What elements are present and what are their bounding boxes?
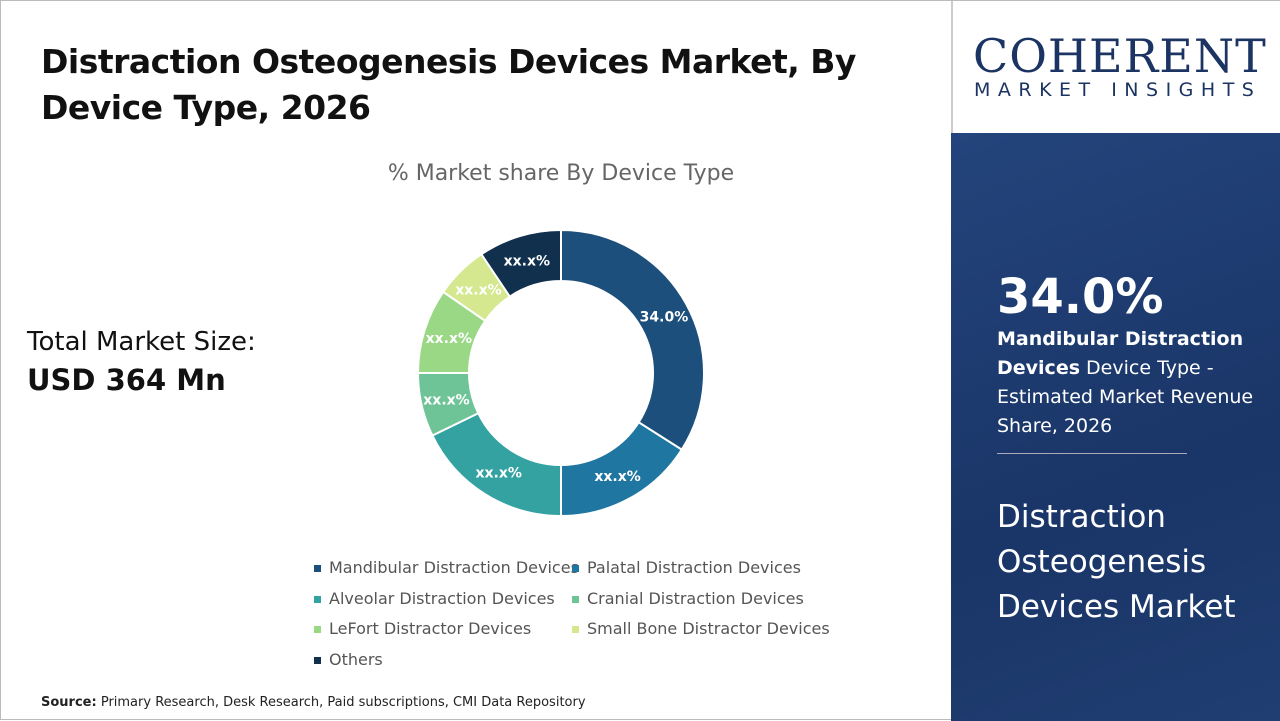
highlight-segment: Mandibular Distraction Devices — [997, 328, 1244, 379]
data-label-1: xx.x% — [594, 469, 640, 485]
legend-item: Palatal Distraction Devices — [572, 558, 801, 577]
legend-label: Others — [329, 649, 383, 669]
source-text: Primary Research, Desk Research, Paid su… — [100, 695, 586, 710]
highlight-desc-text: Device Type - Estimated Market Revenue S… — [997, 357, 1254, 437]
total-market-label: Total Market Size: — [27, 327, 256, 357]
logo-line2: MARKET INSIGHTS — [974, 79, 1262, 101]
legend-marker — [314, 626, 321, 633]
legend-label: Mandibular Distraction Devices — [329, 558, 579, 577]
source-note: Source: Primary Research, Desk Research,… — [41, 695, 586, 710]
slice-0 — [560, 228, 705, 452]
logo: COHERENT MARKET INSIGHTS — [951, 1, 1280, 133]
legend-item: Alveolar Distraction Devices — [314, 589, 555, 608]
page-title: Distraction Osteogenesis Devices Market,… — [41, 42, 856, 127]
data-label-4: xx.x% — [426, 331, 472, 347]
legend-label: Cranial Distraction Devices — [587, 588, 804, 608]
legend-label: LeFort Distractor Devices — [329, 619, 532, 638]
data-label-6: xx.x% — [504, 254, 550, 270]
highlight-description: Mandibular Distraction Devices Device Ty… — [997, 325, 1257, 441]
highlight-percent: 34.0% — [997, 269, 1164, 325]
market-name: Distraction Osteogenesis Devices Market — [997, 499, 1236, 625]
total-market-value: USD 364 Mn — [27, 363, 226, 397]
legend-item: Mandibular Distraction Devices — [314, 558, 579, 577]
logo-line1: COHERENT — [973, 29, 1267, 83]
slice-2 — [431, 411, 562, 518]
legend-item: Small Bone Distractor Devices — [572, 619, 830, 638]
data-label-5: xx.x% — [455, 282, 501, 298]
legend-label: Palatal Distraction Devices — [587, 558, 801, 577]
data-label-3: xx.x% — [423, 392, 469, 408]
legend-marker — [572, 565, 579, 572]
legend-item: Others — [314, 650, 383, 669]
chart-title: % Market share By Device Type — [387, 161, 735, 186]
legend-marker — [314, 595, 321, 603]
legend-item: Cranial Distraction Devices — [572, 589, 804, 608]
source-label: Source: — [41, 695, 97, 710]
legend-marker — [572, 626, 579, 633]
data-label-2: xx.x% — [475, 466, 521, 482]
highlight-panel: 34.0% Mandibular Distraction Devices Dev… — [951, 133, 1280, 721]
divider — [997, 453, 1187, 454]
legend-marker — [314, 565, 321, 572]
legend-marker — [572, 595, 579, 603]
legend-label: Alveolar Distraction Devices — [329, 588, 555, 608]
donut-chart: 34.0%xx.x%xx.x%xx.x%xx.x%xx.x%xx.x% — [416, 228, 705, 518]
slice-6 — [479, 228, 562, 298]
legend-item: LeFort Distractor Devices — [314, 619, 531, 638]
legend-marker — [314, 656, 321, 664]
legend-label: Small Bone Distractor Devices — [587, 619, 830, 638]
data-label-0: 34.0% — [640, 309, 689, 325]
